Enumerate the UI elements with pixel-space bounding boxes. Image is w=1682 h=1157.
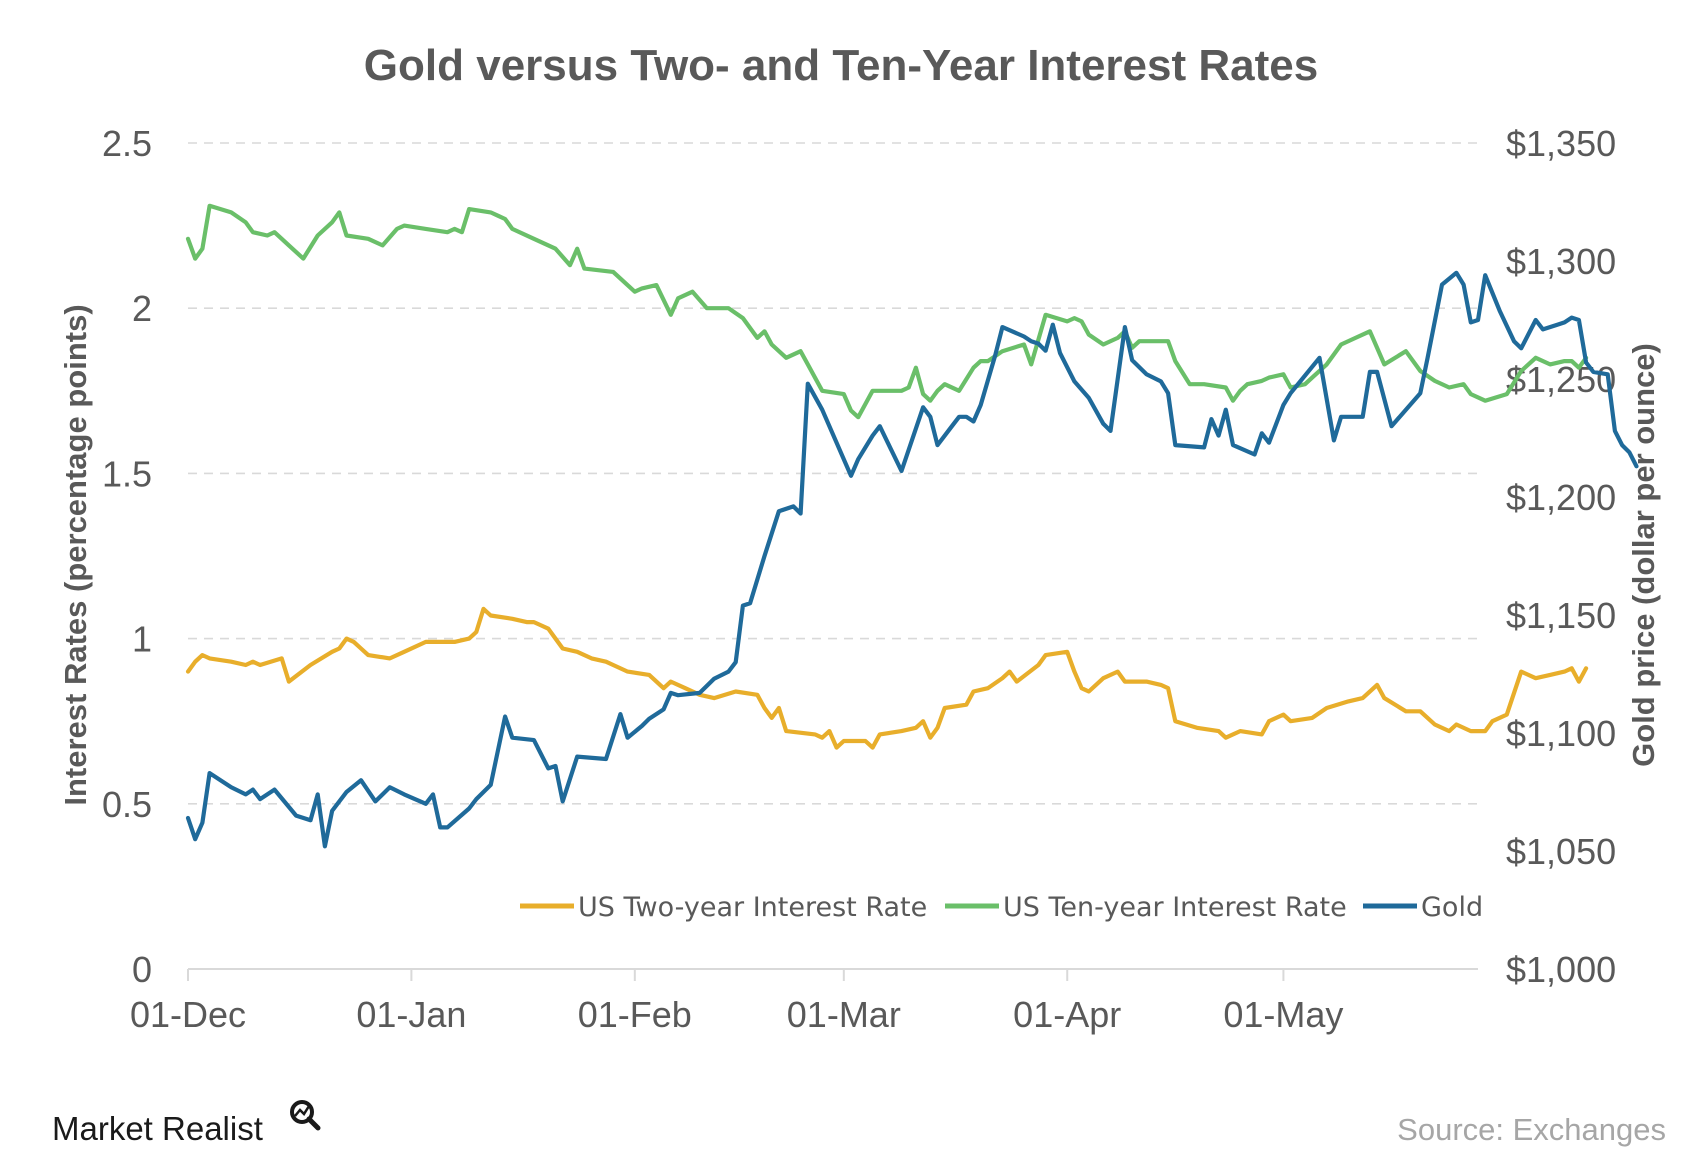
series-line-gold [185,270,1639,849]
x-tick-label: 01-Feb [578,994,692,1035]
series-lines [185,203,1639,849]
legend: US Two-year Interest Rate US Ten-year Int… [520,892,1483,923]
x-tick-label: 01-Mar [787,994,901,1035]
y-left-tick-label: 0 [132,949,152,990]
legend-item: US Ten-year Interest Rate [945,892,1347,923]
source-note: Source: Exchanges [1397,1112,1666,1147]
legend-item: US Two-year Interest Rate [520,892,927,923]
chart-title: Gold versus Two- and Ten-Year Interest R… [364,41,1318,90]
y-right-tick-label: $1,050 [1506,831,1616,872]
series-line-us-two-year-interest-rate [185,606,1589,750]
market-realist-logo: Market Realist [52,1100,321,1147]
legend-label: US Ten-year Interest Rate [1003,892,1347,923]
axis-ticks: 0 0.5 1 1.5 2 2.5 $1,000 $1,050 $1,100 $1,150 $1,2… [102,123,1616,1035]
y-right-tick-label: $1,350 [1506,123,1616,164]
y-left-tick-label: 1.5 [102,453,152,494]
y-right-tick-label: $1,300 [1506,241,1616,282]
y-left-tick-label: 0.5 [102,784,152,825]
x-tick-label: 01-Jan [356,994,466,1035]
brand-name: Market Realist [52,1110,263,1147]
legend-item: Gold [1363,892,1483,923]
legend-label: Gold [1421,892,1483,923]
legend-label: US Two-year Interest Rate [578,892,927,923]
y-left-tick-label: 1 [132,619,152,660]
y-right-tick-label: $1,250 [1506,359,1616,400]
x-tick-label: 01-Apr [1013,994,1121,1035]
y-axis-left-label: Interest Rates (percentage points) [58,304,93,805]
y-left-tick-label: 2 [132,288,152,329]
y-right-tick-label: $1,000 [1506,949,1616,990]
y-right-tick-label: $1,150 [1506,595,1616,636]
magnifier-icon [290,1100,321,1131]
x-tick-label: 01-Dec [130,994,246,1035]
x-tick-label: 01-May [1223,994,1343,1035]
y-axis-right-label: Gold price (dollar per ounce) [1626,343,1661,767]
y-right-tick-label: $1,200 [1506,477,1616,518]
gridlines [188,142,1478,970]
series-line-us-ten-year-interest-rate [185,203,1589,420]
y-right-tick-label: $1,100 [1506,713,1616,754]
y-left-tick-label: 2.5 [102,123,152,164]
